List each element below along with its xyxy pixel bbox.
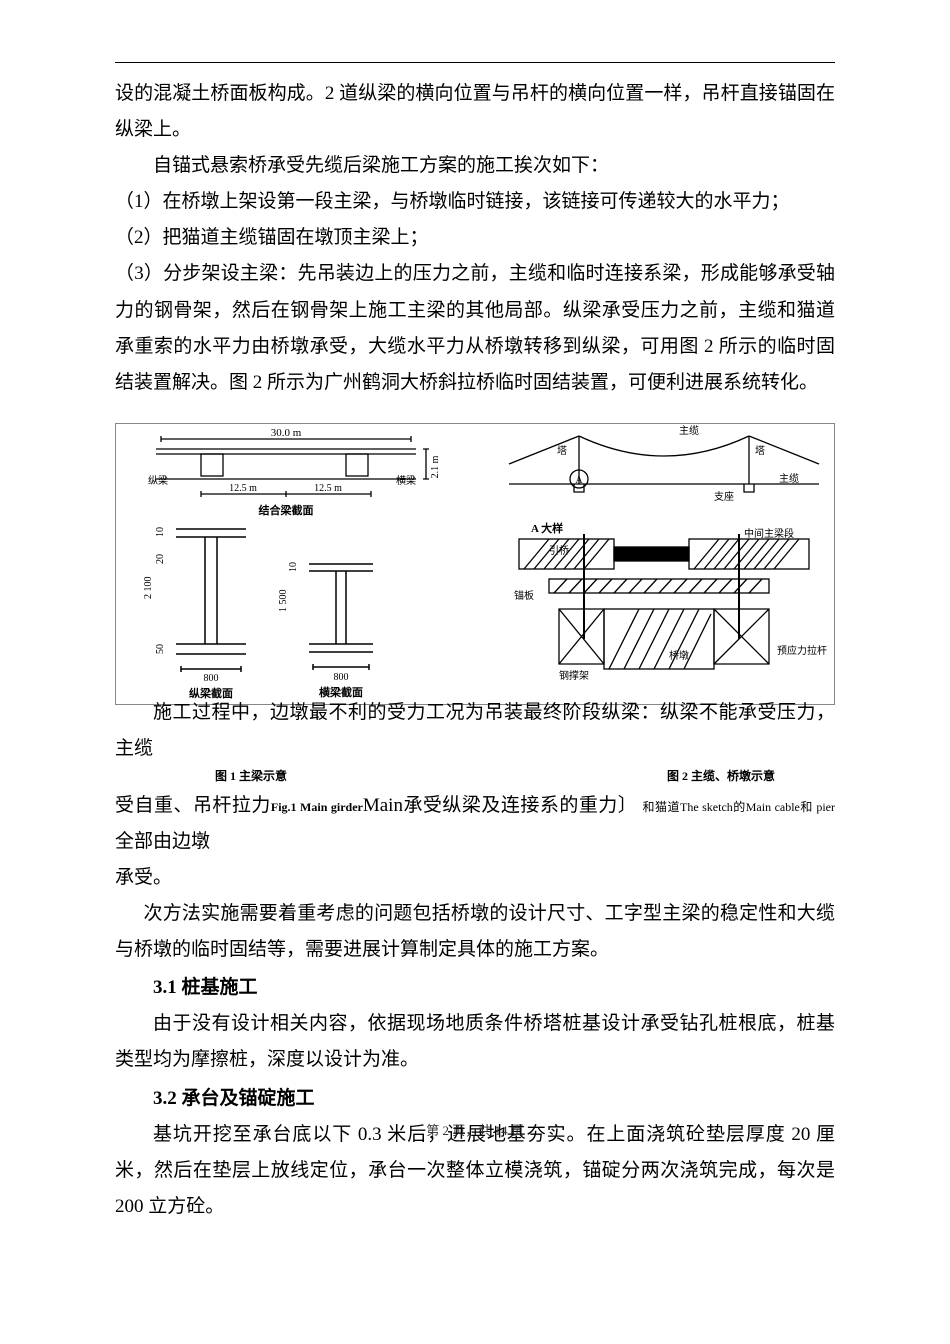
svg-text:主缆: 主缆 [779, 472, 799, 485]
svg-text:2 100: 2 100 [143, 576, 154, 599]
svg-text:中间主梁段: 中间主梁段 [744, 527, 794, 540]
svg-text:A 大样: A 大样 [531, 521, 563, 535]
svg-text:800: 800 [334, 672, 349, 683]
svg-text:30.0 m: 30.0 m [271, 427, 302, 439]
figure-captions-cn: 图 1 主梁示意 图 2 主缆、桥墩示意 [115, 765, 835, 788]
svg-text:12.5 m: 12.5 m [314, 483, 342, 494]
svg-text:引桥: 引桥 [549, 545, 569, 557]
svg-text:主缆: 主缆 [679, 424, 699, 437]
paragraph-6-mixed: 受自重、吊杆拉力Fig.1 Main girderMain承受纵梁及连接系的重力… [115, 788, 835, 860]
svg-text:800: 800 [204, 673, 219, 684]
figures-panel: 30.0 m 2.1 m 纵梁 12.5 m [115, 423, 835, 705]
svg-text:塔: 塔 [755, 444, 765, 457]
svg-text:12.5 m: 12.5 m [229, 483, 257, 494]
svg-text:10: 10 [155, 527, 166, 537]
paragraph-7: 承受。 [115, 860, 835, 896]
figure-1-main-girder: 30.0 m 2.1 m 纵梁 12.5 m [116, 424, 479, 704]
svg-text:锚板: 锚板 [514, 589, 534, 602]
page-footer: 第 2 页，共 14 页 [0, 1119, 950, 1144]
paragraph-9: 由于没有设计相关内容，依据现场地质条件桥塔桩基设计承受钻孔桩根底，桩基类型均为摩… [115, 1006, 835, 1078]
list-item-1: （1）在桥墩上架设第一段主梁，与桥墩临时链接，该链接可传递较大的水平力； [115, 184, 835, 220]
svg-text:支座: 支座 [714, 490, 734, 503]
paragraph-8: 次方法实施需要着重考虑的问题包括桥墩的设计尺寸、工字型主梁的稳定性和大缆与桥墩的… [115, 896, 835, 968]
svg-text:桥墩: 桥墩 [669, 649, 689, 662]
heading-3-2: 3.2 承台及锚碇施工 [115, 1081, 835, 1117]
paragraph-1: 设的混凝土桥面板构成。2 道纵梁的横向位置与吊杆的横向位置一样，吊杆直接锚固在纵… [115, 76, 835, 148]
svg-text:10: 10 [288, 562, 299, 572]
svg-text:横梁: 横梁 [396, 474, 416, 487]
paragraph-6a: 施工过程中，边墩最不利的受力工况为吊装最终阶段纵梁：纵梁不能承受压力，主缆 [115, 695, 835, 767]
svg-text:50: 50 [155, 644, 166, 654]
figure-2-cable-pier: A 主缆 塔 塔 支座 主缆 A 大样 [489, 424, 834, 704]
svg-text:1 500: 1 500 [278, 589, 289, 612]
svg-text:预应力拉杆: 预应力拉杆 [777, 644, 827, 657]
fig1-caption-cn: 图 1 主梁示意 [215, 765, 287, 788]
svg-text:纵梁: 纵梁 [148, 474, 168, 487]
heading-3-1: 3.1 桩基施工 [115, 970, 835, 1006]
svg-text:塔: 塔 [557, 444, 567, 457]
svg-text:钢撑架: 钢撑架 [559, 669, 589, 682]
svg-text:20: 20 [155, 554, 166, 564]
list-item-3: （3）分步架设主梁：先吊装边上的压力之前，主缆和临时连接系梁，形成能够承受轴力的… [115, 256, 835, 400]
paragraph-2: 自锚式悬索桥承受先缆后梁施工方案的施工挨次如下： [115, 148, 835, 184]
list-item-2: （2）把猫道主缆锚固在墩顶主梁上； [115, 220, 835, 256]
svg-text:结合梁截面: 结合梁截面 [258, 503, 314, 517]
svg-text:2.1 m: 2.1 m [430, 455, 441, 478]
fig2-caption-cn: 图 2 主缆、桥墩示意 [667, 765, 775, 788]
